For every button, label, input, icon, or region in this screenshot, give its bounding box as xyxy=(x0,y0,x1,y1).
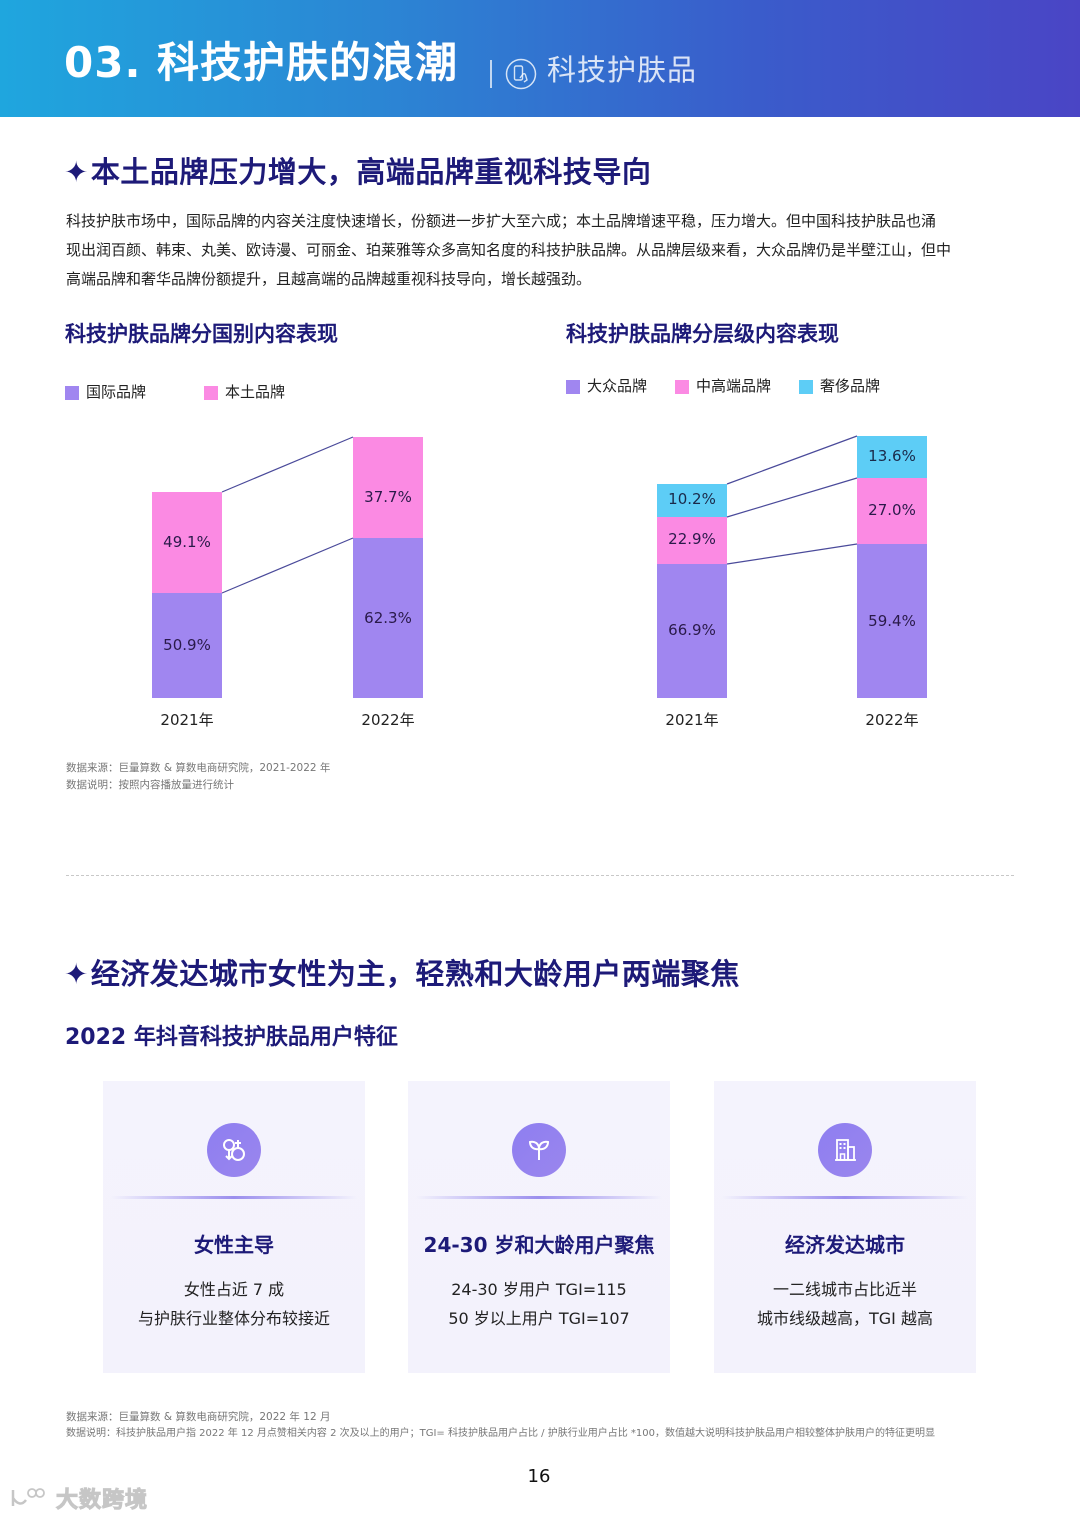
x-axis-label: 2021年 xyxy=(160,711,214,729)
page-number: 16 xyxy=(527,1466,551,1487)
section-heading-text: 本土品牌压力增大，高端品牌重视科技导向 xyxy=(90,155,652,189)
phone-hand-icon xyxy=(505,58,537,90)
gender-icon xyxy=(207,1123,261,1177)
chart1-bars xyxy=(97,436,477,699)
chart2-bars xyxy=(603,435,982,699)
data-source-note: 数据来源：巨量算数 & 算数电商研究院，2022 年 12 月 xyxy=(66,1411,331,1423)
x-axis-label: 2022年 xyxy=(865,711,919,729)
feature-card-city: 经济发达城市 一二线城市占比近半 城市线级越高，TGI 越高 xyxy=(714,1081,976,1373)
chart2-legend: 大众品牌 中高端品牌 奢侈品牌 xyxy=(566,379,880,394)
card-divider xyxy=(722,1196,968,1199)
value-label: 59.4% xyxy=(868,612,916,630)
value-label: 10.2% xyxy=(668,490,716,508)
chart1-title: 科技护肤品牌分国别内容表现 xyxy=(65,322,338,346)
card-line: 女性占近 7 成 xyxy=(183,1280,285,1299)
value-label: 27.0% xyxy=(868,501,916,519)
data-explain-note: 数据说明：科技护肤品用户指 2022 年 12 月点赞相关内容 2 次及以上的用… xyxy=(66,1428,935,1439)
section-heading-1: ✦本土品牌压力增大，高端品牌重视科技导向 xyxy=(64,158,651,187)
legend-label: 奢侈品牌 xyxy=(820,377,881,395)
legend-label: 本土品牌 xyxy=(225,383,286,401)
legend-swatch xyxy=(204,385,219,400)
x-axis-label: 2021年 xyxy=(665,711,719,729)
legend-item-lux: 奢侈品牌 xyxy=(799,379,880,394)
chart2-title: 科技护肤品牌分层级内容表现 xyxy=(566,322,839,346)
sprout-icon xyxy=(512,1123,566,1177)
legend-swatch xyxy=(65,385,79,400)
legend-swatch xyxy=(675,379,690,394)
x-axis-label: 2022年 xyxy=(361,711,415,729)
legend-item-mid: 中高端品牌 xyxy=(675,379,771,394)
bar-2022-intl xyxy=(353,538,423,698)
data-source-note: 数据来源：巨量算数 & 算数电商研究院，2021-2022 年 xyxy=(66,762,331,774)
bar-2021-intl xyxy=(152,593,222,698)
value-label: 22.9% xyxy=(668,530,716,548)
card-title: 女性主导 xyxy=(194,1233,274,1257)
legend-item-local: 本土品牌 xyxy=(204,385,285,400)
data-explain-note: 数据说明：按照内容播放量进行统计 xyxy=(66,779,234,791)
bar-2021-local xyxy=(152,492,222,593)
user-profile-subtitle: 2022 年抖音科技护肤品用户特征 xyxy=(65,1025,398,1050)
section-divider xyxy=(66,875,1014,876)
section-heading-text: 经济发达城市女性为主，轻熟和大龄用户两端聚焦 xyxy=(90,957,740,991)
legend-swatch xyxy=(799,379,814,394)
legend-item-mass: 大众品牌 xyxy=(566,379,647,394)
bar-2021-mass xyxy=(657,564,727,698)
header-subtitle: 科技护肤品 xyxy=(547,53,698,87)
card-line: 与护肤行业整体分布较接近 xyxy=(137,1309,330,1328)
value-label: 66.9% xyxy=(668,621,716,639)
value-label: 37.7% xyxy=(364,488,412,506)
bar-2022-mid xyxy=(857,478,927,544)
legend-label: 中高端品牌 xyxy=(696,377,772,395)
watermark-logo-icon xyxy=(11,1488,45,1506)
legend-label: 大众品牌 xyxy=(587,377,648,395)
value-label: 50.9% xyxy=(163,636,211,654)
feature-card-age: 24-30 岁和大龄用户聚焦 24-30 岁用户 TGI=115 50 岁以上用… xyxy=(408,1081,670,1373)
feature-card-female: 女性主导 女性占近 7 成 与护肤行业整体分布较接近 xyxy=(103,1081,365,1373)
legend-label: 国际品牌 xyxy=(86,383,147,401)
chart1-legend: 国际品牌 本土品牌 xyxy=(65,385,285,400)
paragraph-line: 科技护肤市场中，国际品牌的内容关注度快速增长，份额进一步扩大至六成；本土品牌增速… xyxy=(66,212,937,230)
section-heading-2: ✦经济发达城市女性为主，轻熟和大龄用户两端聚焦 xyxy=(64,960,740,989)
legend-swatch xyxy=(566,379,580,394)
building-icon xyxy=(818,1123,872,1177)
card-line: 24-30 岁用户 TGI=115 xyxy=(451,1280,627,1299)
value-label: 13.6% xyxy=(868,447,916,465)
value-label: 62.3% xyxy=(364,609,412,627)
legend-item-intl: 国际品牌 xyxy=(65,385,146,400)
value-label: 49.1% xyxy=(163,533,211,551)
bar-2021-lux xyxy=(657,484,727,517)
paragraph-line: 高端品牌和奢华品牌份额提升，且越高端的品牌越重视科技导向，增长越强劲。 xyxy=(66,270,592,288)
charts-graphic xyxy=(97,435,982,699)
bar-2022-local xyxy=(353,437,423,538)
bar-2022-lux xyxy=(857,436,927,478)
bar-2022-mass xyxy=(857,544,927,698)
card-line: 一二线城市占比近半 xyxy=(772,1280,917,1299)
paragraph-line: 现出润百颜、韩束、丸美、欧诗漫、可丽金、珀莱雅等众多高知名度的科技护肤品牌。从品… xyxy=(66,241,952,259)
card-line: 城市线级越高，TGI 越高 xyxy=(757,1309,933,1328)
card-title: 经济发达城市 xyxy=(785,1233,905,1257)
card-line: 50 岁以上用户 TGI=107 xyxy=(448,1309,630,1328)
card-divider xyxy=(111,1196,357,1199)
watermark-text: 大数跨境 xyxy=(55,1488,149,1514)
page-header: 03. 科技护肤的浪潮 科技护肤品 xyxy=(0,0,1080,117)
card-divider xyxy=(416,1196,662,1199)
watermark: 大数跨境 xyxy=(10,1482,148,1514)
bar-2021-mid xyxy=(657,517,727,564)
header-title: 03. 科技护肤的浪潮 xyxy=(64,38,459,87)
intro-paragraph: 科技护肤市场中，国际品牌的内容关注度快速增长，份额进一步扩大至六成；本土品牌增速… xyxy=(66,207,1026,294)
header-divider xyxy=(490,60,492,88)
diamond-bullet-icon: ✦ xyxy=(64,155,89,189)
diamond-bullet-icon: ✦ xyxy=(64,957,89,991)
card-title: 24-30 岁和大龄用户聚焦 xyxy=(423,1233,655,1257)
